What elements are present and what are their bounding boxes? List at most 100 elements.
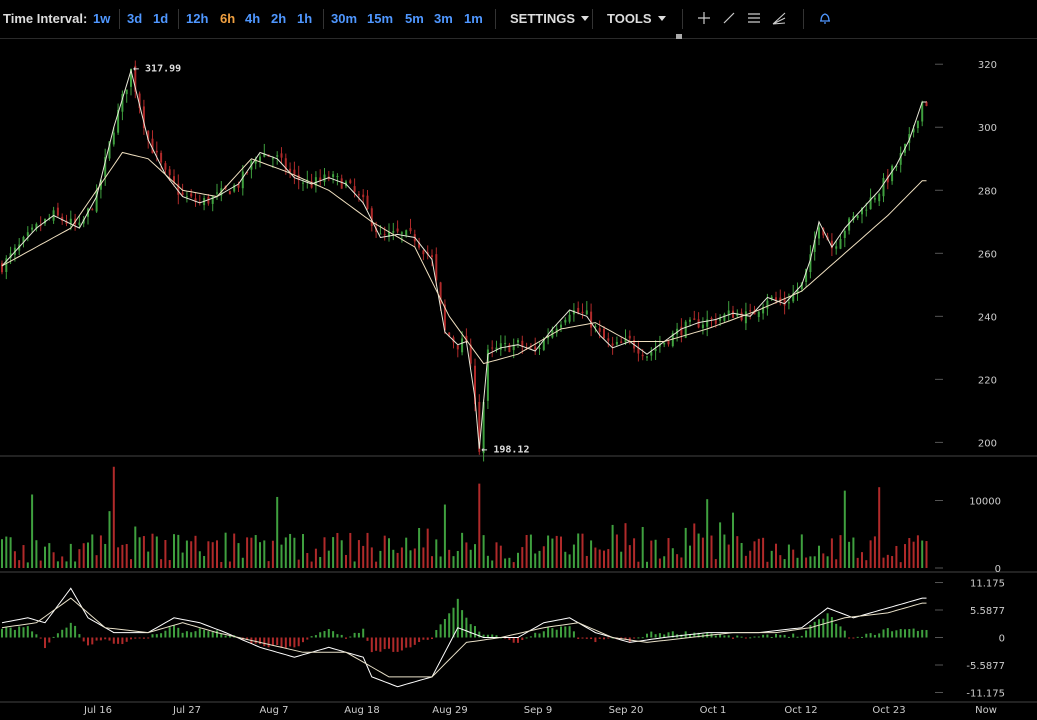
chart-scroll-handle[interactable]	[676, 34, 682, 39]
candle-body	[323, 174, 326, 182]
volume-bar	[379, 550, 382, 568]
macd-histogram-bar	[26, 626, 29, 638]
timeframe-12h[interactable]: 12h	[186, 11, 209, 26]
volume-tick-label: 10000	[969, 497, 1001, 508]
timeframe-1d[interactable]: 1d	[153, 11, 169, 26]
volume-bar	[336, 532, 339, 568]
timeframe-6h[interactable]: 6h	[220, 11, 236, 26]
timeframe-3m[interactable]: 3m	[434, 11, 453, 26]
volume-bar	[413, 548, 416, 568]
candle-body	[560, 324, 562, 328]
candle-body	[362, 194, 365, 198]
candle-body	[813, 240, 816, 252]
candle-body	[637, 348, 640, 354]
line-tool-icon[interactable]	[722, 11, 736, 30]
volume-bar	[241, 557, 244, 568]
timeframe-30m[interactable]: 30m	[331, 11, 358, 26]
timeframe-2h[interactable]: 2h	[271, 11, 287, 26]
volume-bar	[452, 556, 455, 568]
volume-bar	[289, 533, 292, 568]
macd-histogram-bar	[912, 628, 915, 638]
macd-histogram-bar	[388, 637, 390, 649]
horizontal-lines-icon[interactable]	[747, 11, 761, 30]
alert-bell-icon[interactable]	[818, 11, 832, 30]
candle-body	[839, 238, 842, 249]
candle-body	[336, 176, 339, 178]
candle-body	[310, 181, 313, 188]
timeframe-1w[interactable]: 1w	[93, 11, 111, 26]
candle-body	[547, 336, 550, 339]
macd-histogram-bar	[663, 634, 666, 638]
macd-histogram-bar	[375, 637, 378, 651]
candle-body	[779, 297, 782, 302]
timeframe-5m[interactable]: 5m	[405, 11, 424, 26]
volume-bar	[160, 559, 163, 568]
candle-body	[568, 314, 571, 322]
volume-bar	[555, 535, 558, 568]
fan-tool-icon[interactable]	[772, 11, 786, 30]
price-tick-label: 280	[978, 186, 997, 197]
timeframe-1m[interactable]: 1m	[464, 11, 483, 26]
macd-histogram-bar	[792, 633, 795, 638]
candle-body	[396, 228, 399, 232]
volume-bar	[873, 536, 876, 568]
chart-area[interactable]: 320 300 280 260 240 220 200 ← 317.99 ← 198.12 100…	[0, 39, 1037, 720]
macd-histogram-bar	[603, 637, 605, 640]
candle-body	[744, 311, 747, 324]
macd-histogram-bar	[830, 617, 833, 638]
toolbar-divider	[592, 9, 593, 29]
volume-bar	[400, 547, 403, 568]
candle-body	[680, 326, 683, 336]
macd-histogram-bar	[796, 636, 799, 638]
volume-bar	[658, 558, 661, 568]
price-tick-label: 320	[978, 60, 997, 71]
candle-body	[314, 177, 317, 186]
candle-body	[830, 240, 833, 249]
candle-body	[658, 345, 661, 347]
volume-bar	[91, 534, 94, 568]
volume-bar	[766, 561, 769, 568]
date-axis-label: Oct 1	[700, 705, 727, 716]
volume-bar	[87, 542, 89, 568]
candle-body	[332, 174, 335, 177]
macd-histogram-bar	[633, 637, 636, 639]
macd-histogram-bar	[65, 627, 68, 638]
tools-menu[interactable]: TOOLS	[607, 11, 666, 27]
timeframe-15m[interactable]: 15m	[367, 11, 394, 26]
toolbar-divider	[682, 9, 683, 29]
macd-histogram-bar	[332, 631, 335, 638]
date-axis-label: Sep 20	[609, 705, 644, 716]
volume-bar	[676, 554, 679, 568]
candle-body	[521, 340, 524, 347]
macd-histogram-bar	[671, 631, 674, 638]
macd-histogram-bar	[418, 637, 421, 643]
candle-body	[353, 186, 356, 192]
macd-histogram-bar	[555, 629, 558, 638]
volume-bar	[263, 540, 266, 568]
settings-menu[interactable]: SETTINGS	[510, 11, 590, 27]
volume-bar	[362, 545, 365, 568]
volume-bar	[895, 545, 898, 568]
candle-body	[22, 236, 25, 243]
crosshair-icon[interactable]	[697, 11, 711, 30]
candle-body	[701, 324, 704, 329]
volume-bar	[319, 557, 322, 568]
candle-body	[667, 340, 670, 345]
candle-body	[216, 192, 218, 194]
macd-histogram-bar	[766, 634, 769, 638]
volume-bar	[48, 543, 51, 568]
volume-bar	[267, 561, 270, 568]
volume-bar	[736, 536, 739, 568]
timeframe-3d[interactable]: 3d	[127, 11, 143, 26]
volume-bar	[35, 540, 38, 568]
volume-bar	[882, 557, 885, 568]
candle-body	[233, 185, 236, 192]
timeframe-4h[interactable]: 4h	[245, 11, 261, 26]
volume-bar	[134, 526, 137, 568]
candle-body	[259, 156, 261, 162]
volume-bar	[740, 542, 743, 568]
volume-bar	[891, 556, 894, 568]
candle-body	[607, 338, 610, 341]
timeframe-1h[interactable]: 1h	[297, 11, 313, 26]
volume-bar	[117, 547, 120, 568]
